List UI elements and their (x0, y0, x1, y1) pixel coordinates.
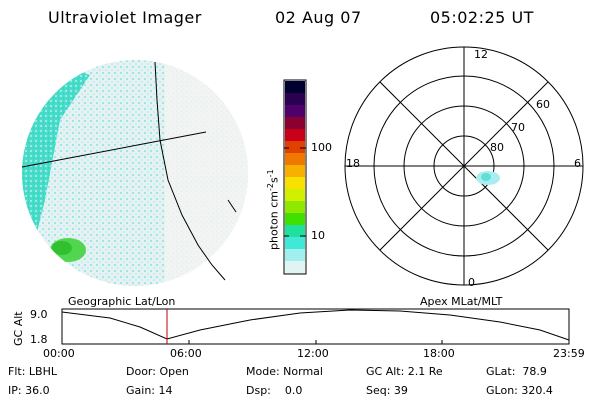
colorbar-tick-10: 10 (311, 229, 325, 242)
colorbar-cell (285, 165, 305, 178)
timeline-x-tick: 18:00 (423, 347, 455, 360)
polar-plot (344, 46, 584, 286)
polar-label-70: 70 (511, 121, 525, 134)
timeline-x-tick: 23:59 (553, 347, 585, 360)
imager-disk (21, 60, 248, 286)
colorbar-cell (285, 237, 305, 250)
timeline-y-tick-high: 9.0 (30, 308, 48, 321)
colorbar-label: photon cm-2s-1 (266, 169, 281, 250)
timeline-left-title: Geographic Lat/Lon (68, 295, 176, 308)
mode-info: Mode: Normal (246, 365, 323, 378)
colorbar-cell (285, 117, 305, 130)
polar-label-0: 0 (468, 276, 475, 289)
door-info: Door: Open (126, 365, 189, 378)
colorbar-cell (285, 177, 305, 190)
colorbar-cell (285, 141, 305, 154)
colorbar-cell (285, 189, 305, 202)
ip-info: IP: 36.0 (8, 384, 50, 397)
timeline-y-label: GC Alt (12, 311, 25, 346)
terminator-line (154, 61, 226, 281)
colorbar-tick-100: 100 (311, 141, 332, 154)
timeline-x-tick: 06:00 (170, 347, 202, 360)
colorbar (283, 79, 307, 275)
colorbar-cell (285, 105, 305, 118)
glat-info: GLat: 78.9 (486, 365, 547, 378)
timeline-x-tick: 12:00 (297, 347, 329, 360)
lat-line (21, 131, 207, 168)
colorbar-cell (285, 129, 305, 142)
time-label: 05:02:25 UT (430, 8, 534, 27)
date-label: 02 Aug 07 (275, 8, 362, 27)
dsp-info: Dsp: 0.0 (246, 384, 303, 397)
colorbar-cell (285, 201, 305, 214)
gain-info: Gain: 14 (126, 384, 173, 397)
colorbar-cell (285, 261, 305, 274)
timeline-x-tick: 00:00 (43, 347, 75, 360)
filter-info: Flt: LBHL (8, 365, 57, 378)
polar-label-12: 12 (474, 48, 488, 61)
colorbar-cell (285, 81, 305, 94)
colorbar-cell (285, 249, 305, 262)
gc-alt-info: GC Alt: 2.1 Re (366, 365, 443, 378)
colorbar-cell (285, 93, 305, 106)
colorbar-cell (285, 213, 305, 226)
colorbar-cell (285, 153, 305, 166)
timeline-y-tick-low: 1.8 (30, 333, 48, 346)
timeline-right-title: Apex MLat/MLT (420, 295, 503, 308)
polar-label-18: 18 (346, 157, 360, 170)
colorbar-cell (285, 225, 305, 238)
seq-info: Seq: 39 (366, 384, 408, 397)
app-title: Ultraviolet Imager (48, 8, 202, 27)
polar-label-6: 6 (574, 157, 581, 170)
polar-label-80: 80 (490, 141, 504, 154)
timeline-plot (61, 308, 570, 345)
polar-label-60: 60 (536, 98, 550, 111)
glon-info: GLon: 320.4 (486, 384, 553, 397)
